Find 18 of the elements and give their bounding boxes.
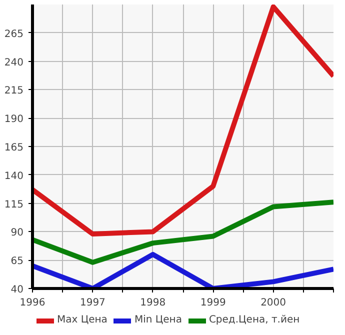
y-tick-label: 240 [4, 57, 24, 68]
x-tick-label: 1998 [140, 298, 166, 308]
y-tick-label: 265 [4, 28, 24, 40]
legend-label: Max Цена [57, 314, 108, 326]
y-tick-label: 165 [4, 142, 24, 154]
y-tick-label: 190 [4, 114, 24, 126]
y-tick-label: 65 [10, 256, 24, 268]
x-tick-label: 1999 [200, 298, 226, 308]
y-tick-label: 140 [4, 170, 24, 182]
y-tick-label: 40 [10, 284, 24, 296]
legend-label: Min Цена [134, 314, 182, 326]
y-tick-label: 90 [10, 228, 24, 239]
x-tick-label: 2000 [260, 298, 286, 308]
x-tick-label: 1996 [20, 298, 46, 308]
x-tick-label: 1997 [80, 298, 106, 308]
y-tick-label: 115 [4, 199, 24, 210]
legend-label: Сред.Цена, т.йен [208, 314, 300, 326]
y-tick-label: 215 [4, 86, 24, 97]
